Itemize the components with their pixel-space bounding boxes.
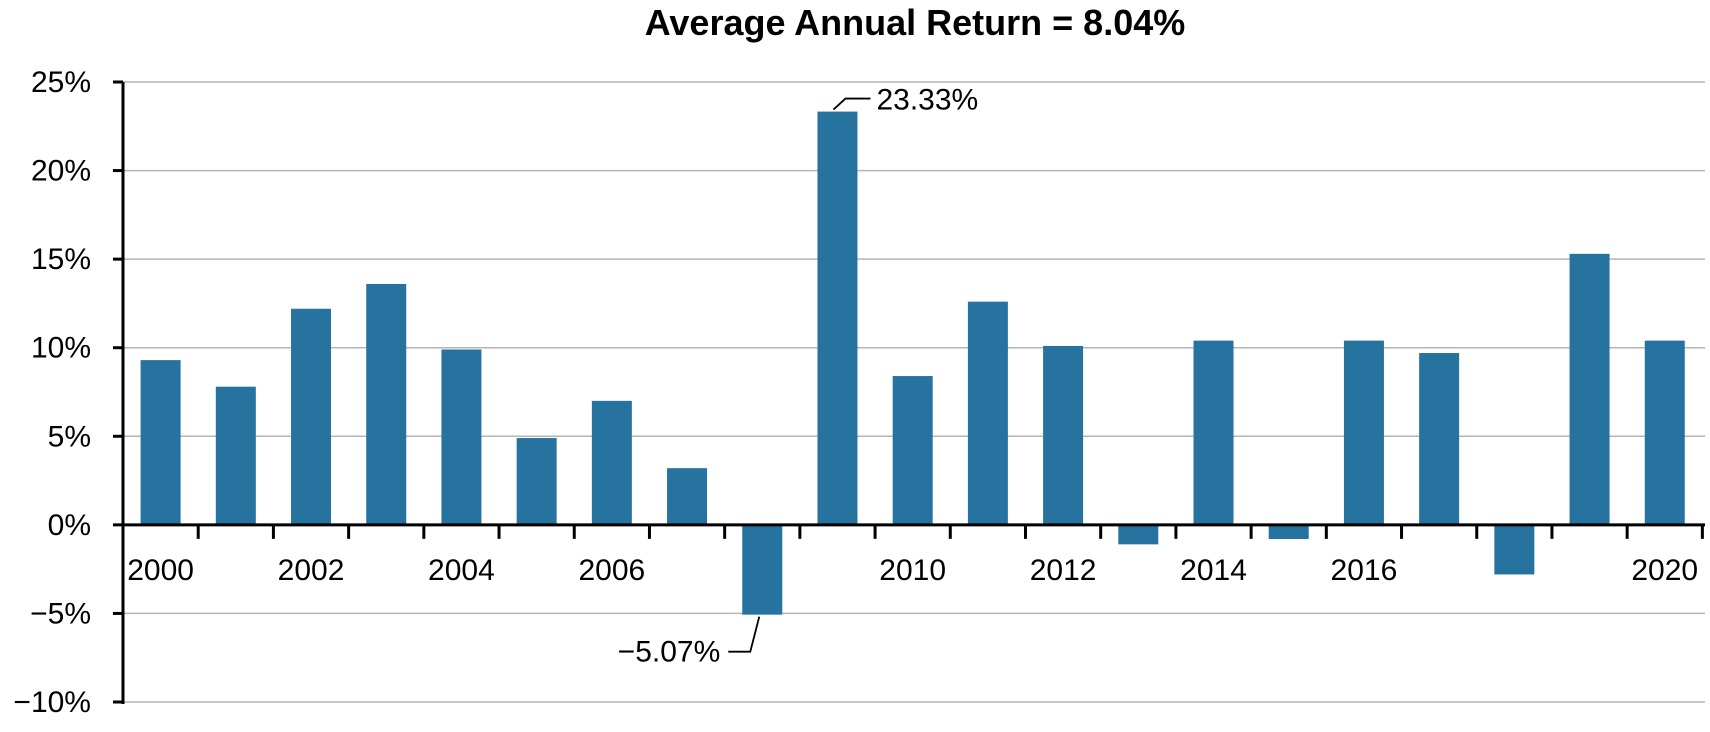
bar bbox=[817, 111, 858, 525]
data-label-leader bbox=[832, 97, 871, 111]
bar bbox=[892, 376, 933, 525]
y-tick-label: 25% bbox=[31, 66, 91, 99]
bar bbox=[516, 438, 557, 525]
x-tick-label: 2006 bbox=[578, 554, 645, 587]
bar bbox=[1043, 345, 1084, 525]
bar bbox=[1644, 340, 1685, 525]
bar bbox=[1343, 340, 1384, 525]
y-tick-label: −10% bbox=[13, 686, 91, 719]
bar bbox=[215, 386, 256, 525]
bar bbox=[366, 283, 407, 525]
data-label-leader bbox=[728, 616, 761, 653]
bar bbox=[1118, 524, 1159, 545]
bar bbox=[441, 349, 482, 525]
x-tick-label: 2020 bbox=[1631, 554, 1698, 587]
bar bbox=[667, 468, 708, 525]
axes bbox=[113, 80, 1705, 704]
bar bbox=[1419, 353, 1460, 525]
y-tick-label: 0% bbox=[48, 509, 91, 542]
bar bbox=[1569, 253, 1610, 525]
bar bbox=[1268, 524, 1309, 540]
data-label: 23.33% bbox=[876, 84, 978, 117]
x-tick-label: 2000 bbox=[127, 554, 194, 587]
y-tick-label: 15% bbox=[31, 243, 91, 276]
bar bbox=[140, 360, 181, 525]
y-tick-label: 20% bbox=[31, 155, 91, 188]
x-tick-label: 2010 bbox=[879, 554, 946, 587]
x-tick-label: 2016 bbox=[1331, 554, 1398, 587]
bar bbox=[1494, 524, 1535, 575]
y-tick-label: 10% bbox=[31, 332, 91, 365]
x-tick-label: 2004 bbox=[428, 554, 495, 587]
data-label: −5.07% bbox=[618, 636, 721, 669]
x-tick-label: 2012 bbox=[1030, 554, 1097, 587]
bar bbox=[742, 524, 783, 615]
y-tick-label: 5% bbox=[48, 420, 91, 453]
bar bbox=[1193, 340, 1234, 525]
chart-title: Average Annual Return = 8.04% bbox=[645, 2, 1186, 43]
labels: 25% 20% 15% 10% 5% 0% −5% −10% 2000 2002 2004 2006 2… bbox=[13, 66, 1698, 719]
bar bbox=[967, 301, 1008, 525]
bar bbox=[591, 400, 632, 525]
y-tick-label: −5% bbox=[30, 597, 91, 630]
x-tick-label: 2014 bbox=[1180, 554, 1247, 587]
x-tick-label: 2002 bbox=[278, 554, 345, 587]
bar bbox=[291, 308, 332, 525]
bars bbox=[140, 111, 1685, 615]
